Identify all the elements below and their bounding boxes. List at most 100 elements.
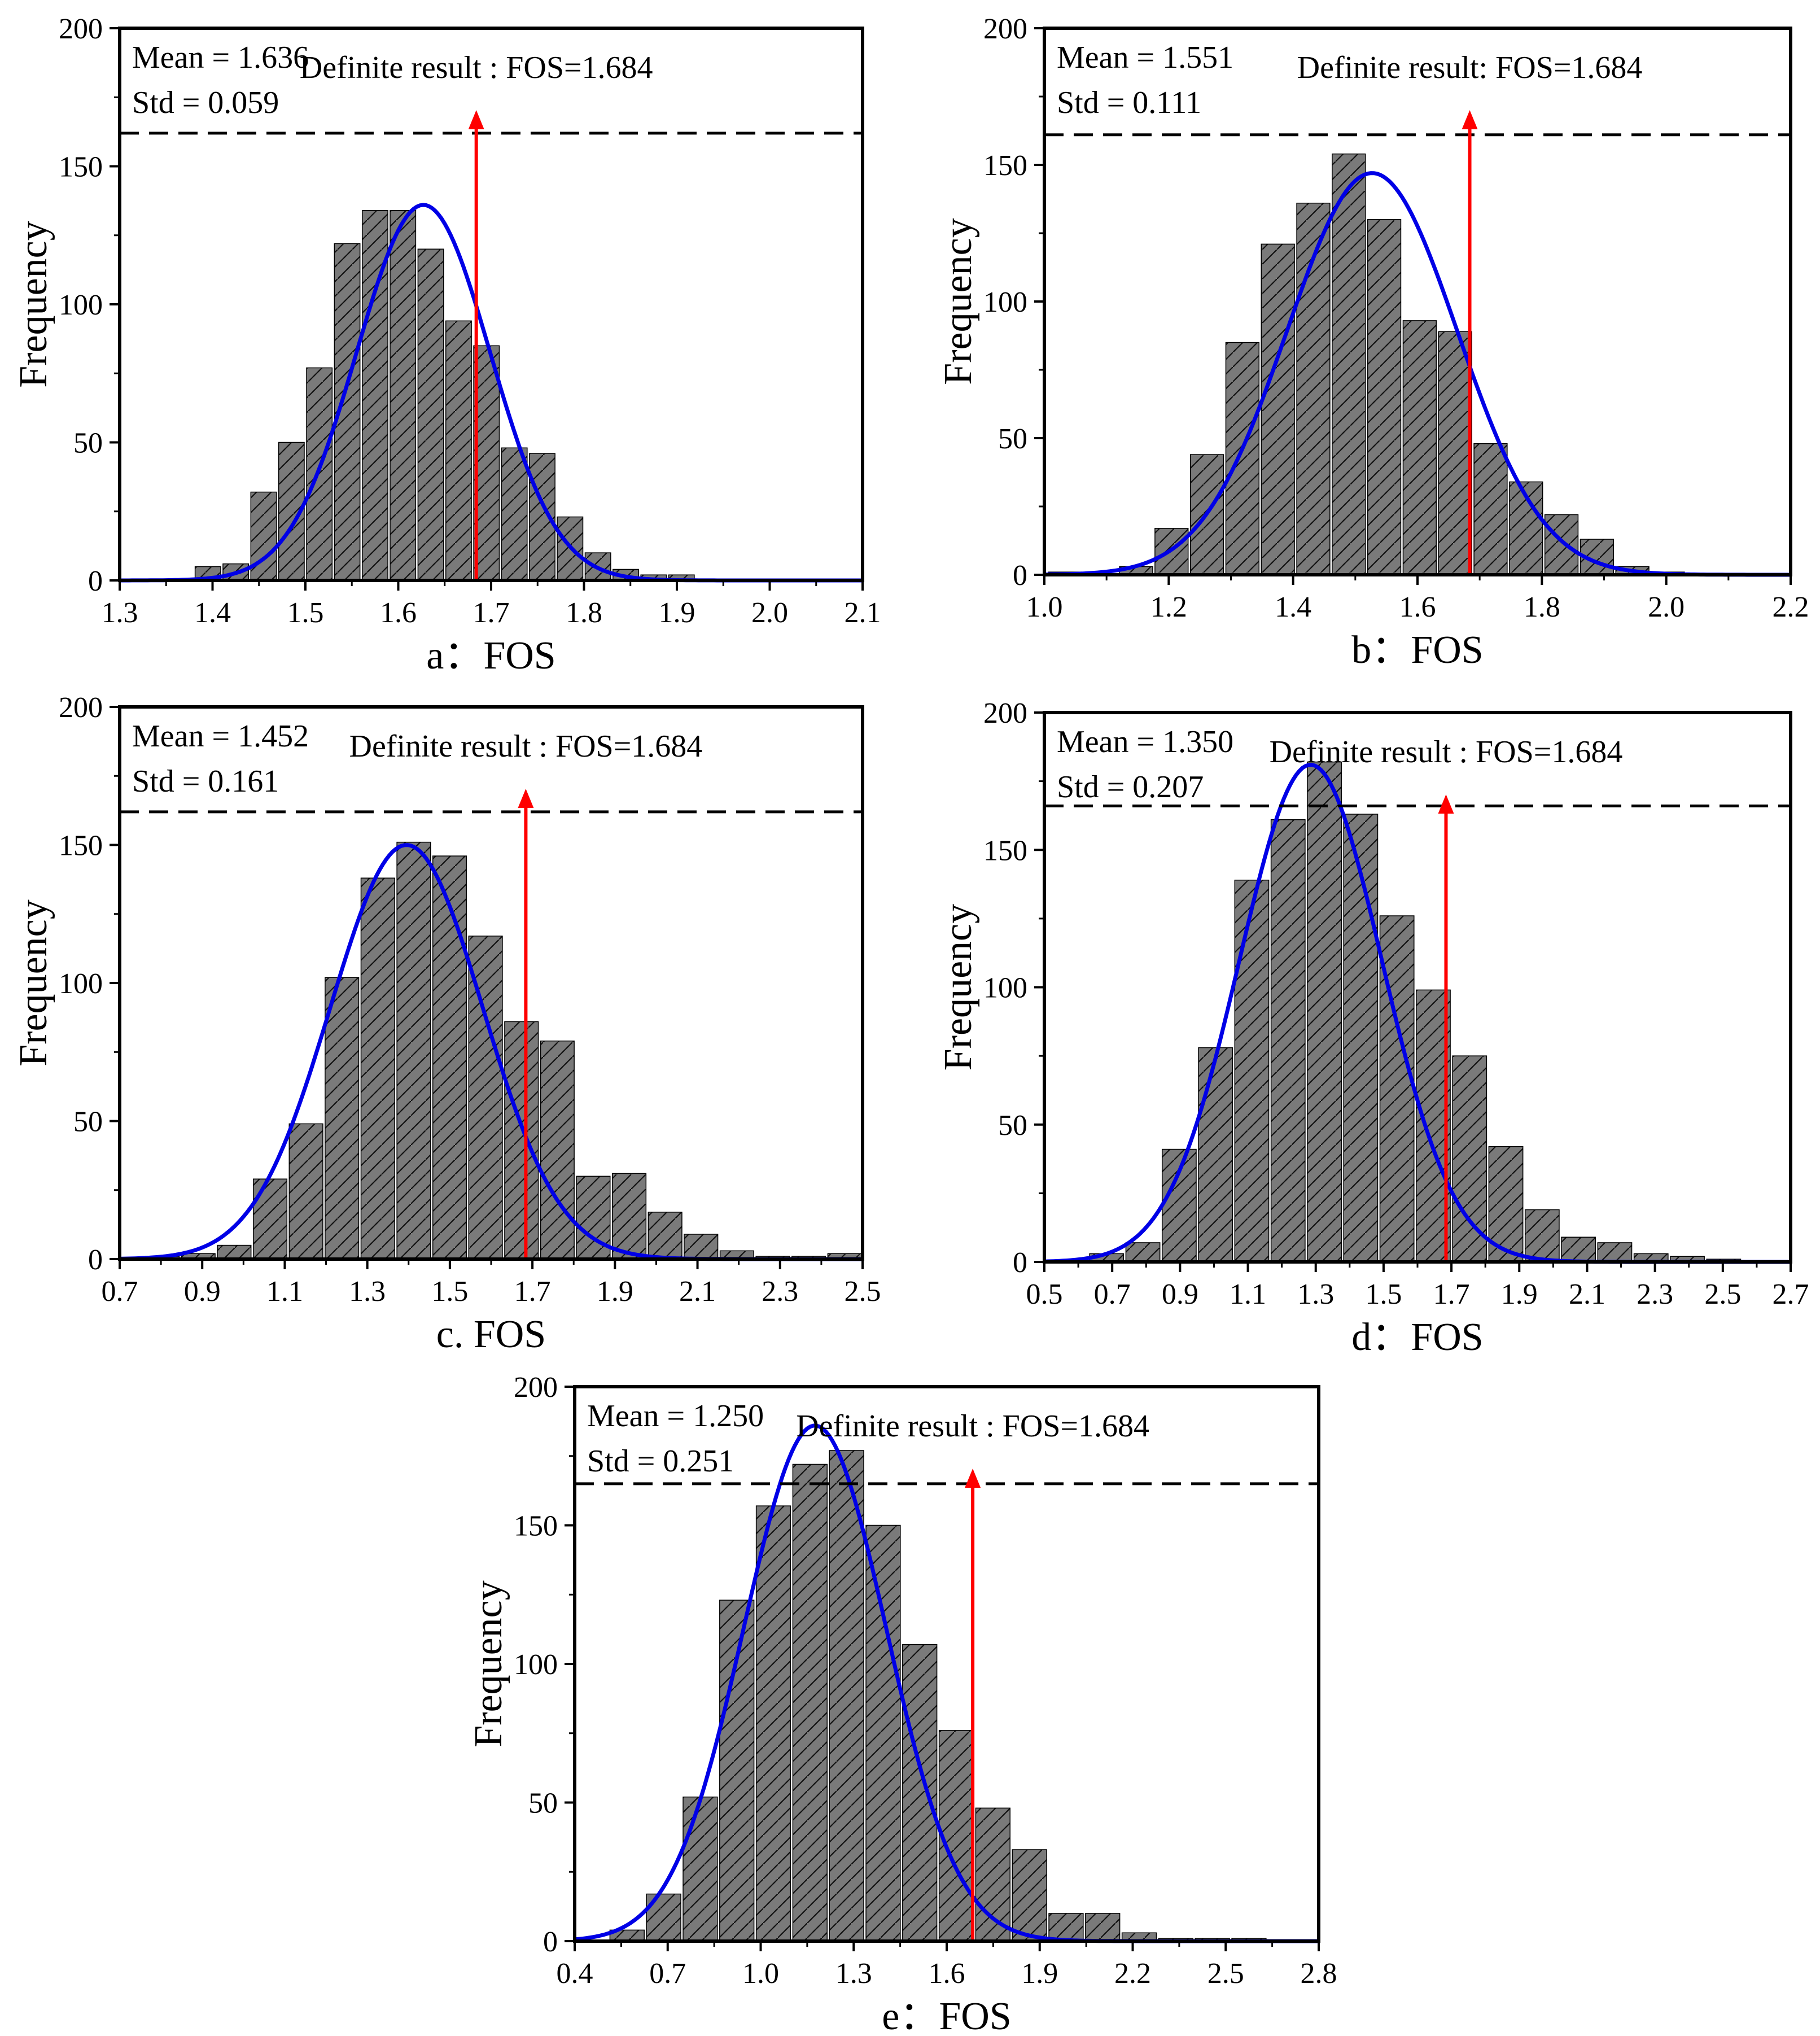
y-axis-ticks: 0 50 100 150 200 — [983, 13, 1044, 592]
histogram-bar — [1544, 514, 1579, 575]
y-axis-label: Frequency — [937, 904, 980, 1071]
x-tick-label: 1.3 — [102, 597, 138, 629]
x-tick-label: 2.0 — [751, 597, 788, 629]
x-tick-label: 1.3 — [1297, 1278, 1334, 1310]
x-tick-label: 0.9 — [1162, 1278, 1198, 1310]
histogram-bar — [683, 1796, 718, 1942]
y-tick-label: 150 — [59, 830, 103, 862]
y-axis-ticks: 0 50 100 150 200 — [59, 13, 120, 597]
histogram-bar — [390, 209, 417, 581]
histogram-bar — [288, 1123, 323, 1260]
definite-result-annotation: Definite result : FOS=1.684 — [349, 729, 703, 764]
chart-panel-a: 1.3 1.4 1.5 1.6 1.7 1.8 1.9 2.0 2.1 0 50 100 150 200 a… — [12, 13, 881, 678]
histogram-bar — [250, 491, 277, 581]
y-axis-label: Frequency — [12, 221, 55, 387]
histogram-bar — [684, 1234, 719, 1260]
y-tick-label: 100 — [59, 968, 103, 1000]
x-tick-label: 0.9 — [184, 1275, 221, 1308]
histogram-bar — [417, 248, 444, 581]
histogram-bar — [540, 1040, 575, 1260]
x-tick-label: 1.9 — [597, 1275, 633, 1308]
x-axis-ticks: 0.7 0.9 1.1 1.3 1.5 1.7 1.9 2.1 2.3 2.5 — [102, 1259, 881, 1308]
x-tick-label: 0.7 — [102, 1275, 138, 1308]
histogram-bar — [557, 516, 584, 581]
std-label: Std = 0.059 — [132, 85, 279, 120]
y-tick-label: 0 — [543, 1926, 558, 1958]
x-axis-label: b：FOS — [1351, 628, 1483, 672]
x-tick-label: 2.8 — [1301, 1958, 1337, 1990]
x-tick-label: 1.4 — [194, 597, 231, 629]
histogram-bar — [1343, 814, 1379, 1262]
mean-label: Mean = 1.250 — [587, 1399, 764, 1434]
histogram-bar — [1307, 761, 1342, 1262]
histogram-bar — [1234, 880, 1270, 1262]
mean-label: Mean = 1.452 — [132, 719, 309, 754]
y-axis-ticks: 0 50 100 150 200 — [514, 1371, 575, 1958]
x-tick-label: 1.7 — [1433, 1278, 1470, 1310]
y-tick-label: 50 — [998, 1109, 1027, 1142]
histogram-bar — [1270, 819, 1306, 1262]
histogram-bar — [504, 1021, 539, 1260]
x-tick-label: 2.3 — [762, 1275, 798, 1308]
arrow-head — [1438, 794, 1454, 814]
x-tick-label: 2.1 — [845, 597, 881, 629]
bars-group — [145, 841, 862, 1260]
histogram-bar — [1452, 1055, 1488, 1262]
y-tick-label: 150 — [983, 150, 1027, 182]
x-tick-label: 2.5 — [1704, 1278, 1741, 1310]
x-tick-label: 1.8 — [566, 597, 602, 629]
histogram-bar — [1524, 1209, 1560, 1262]
x-tick-label: 2.1 — [1569, 1278, 1605, 1310]
histogram-bar — [1561, 1237, 1596, 1262]
x-tick-label: 1.1 — [1230, 1278, 1266, 1310]
x-tick-label: 1.8 — [1524, 591, 1560, 623]
bars-group — [194, 209, 695, 581]
histogram-bar — [1161, 1148, 1197, 1262]
x-tick-label: 1.1 — [266, 1275, 303, 1308]
x-tick-label: 0.7 — [1094, 1278, 1131, 1310]
y-tick-label: 0 — [1013, 560, 1027, 592]
definite-result-annotation: Definite result: FOS=1.684 — [1297, 50, 1643, 85]
arrow-head — [468, 110, 484, 129]
x-tick-label: 2.2 — [1773, 591, 1809, 623]
histogram-bar — [217, 1244, 252, 1260]
x-tick-label: 1.9 — [659, 597, 695, 629]
histogram-bar — [1296, 203, 1331, 575]
x-tick-label: 1.5 — [431, 1275, 468, 1308]
y-tick-label: 150 — [983, 835, 1027, 867]
std-label: Std = 0.161 — [132, 764, 279, 799]
x-tick-label: 2.0 — [1648, 591, 1685, 623]
x-tick-label: 0.5 — [1026, 1278, 1063, 1310]
y-tick-label: 100 — [983, 286, 1027, 318]
y-tick-label: 100 — [59, 289, 103, 321]
x-tick-label: 1.3 — [349, 1275, 386, 1308]
arrow-head — [965, 1469, 981, 1488]
y-tick-label: 100 — [514, 1649, 558, 1681]
x-tick-label: 0.4 — [557, 1958, 593, 1990]
arrow-head — [518, 789, 534, 808]
bars-group — [1089, 761, 1742, 1262]
chart-panel-d: 0.5 0.7 0.9 1.1 1.3 1.5 1.7 1.9 2.1 2.3 2.5 2.7 0 50 1… — [937, 697, 1809, 1359]
x-tick-label: 1.5 — [1365, 1278, 1402, 1310]
x-axis-ticks: 0.4 0.7 1.0 1.3 1.6 1.9 2.2 2.5 2.8 — [557, 1941, 1337, 1990]
y-axis-label: Frequency — [12, 899, 55, 1066]
histogram-bar — [865, 1524, 901, 1942]
histogram-bar — [306, 367, 333, 581]
histogram-bar — [975, 1807, 1010, 1942]
histogram-bar — [792, 1463, 828, 1942]
y-tick-label: 200 — [59, 13, 103, 45]
x-tick-label: 1.0 — [1026, 591, 1063, 623]
histogram-bar — [1438, 331, 1472, 575]
definite-result-annotation: Definite result : FOS=1.684 — [796, 1409, 1149, 1444]
arrow-head — [1462, 110, 1478, 129]
panels-group: 1.3 1.4 1.5 1.6 1.7 1.8 1.9 2.0 2.1 0 50 100 150 200 a… — [12, 13, 1809, 2036]
bars-group — [1048, 153, 1685, 575]
y-axis-label: Frequency — [937, 218, 980, 385]
histogram-bar — [445, 320, 472, 581]
histogram-bar — [755, 1505, 791, 1942]
y-axis-ticks: 0 50 100 150 200 — [59, 692, 120, 1276]
chart-panel-b: 1.0 1.2 1.4 1.6 1.8 2.0 2.2 0 50 100 150 200 b：FOS Fr… — [937, 13, 1809, 672]
x-tick-label: 2.5 — [845, 1275, 881, 1308]
y-tick-label: 0 — [88, 565, 103, 597]
